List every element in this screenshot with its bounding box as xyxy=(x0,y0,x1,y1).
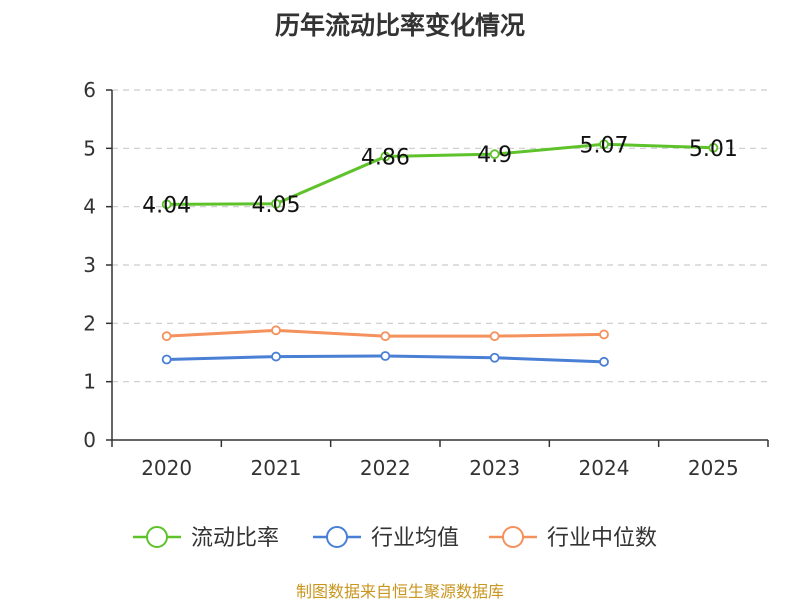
data-label: 4.9 xyxy=(477,143,512,168)
data-point xyxy=(271,351,281,362)
data-label: 4.04 xyxy=(142,193,191,218)
data-point xyxy=(599,329,609,340)
data-point xyxy=(708,142,719,153)
y-tick-label: 3 xyxy=(83,253,96,277)
data-label: 4.05 xyxy=(252,193,301,218)
data-point xyxy=(161,331,172,342)
source-note: 制图数据来自恒生聚源数据库 xyxy=(295,582,504,601)
x-tick-label: 2023 xyxy=(469,456,520,480)
y-tick-label: 4 xyxy=(83,195,96,219)
data-point xyxy=(380,351,391,361)
data-point xyxy=(599,139,609,150)
y-tick-label: 5 xyxy=(83,136,96,160)
data-label: 5.07 xyxy=(580,133,629,158)
legend-label: 流动比率 xyxy=(191,526,279,551)
x-tick-label: 2020 xyxy=(141,456,192,480)
data-point xyxy=(599,356,609,367)
y-tick-label: 6 xyxy=(83,78,96,102)
legend-marker xyxy=(146,526,168,548)
x-tick-label: 2024 xyxy=(579,456,630,480)
series-line xyxy=(166,142,714,206)
data-point xyxy=(489,149,500,160)
data-point xyxy=(161,354,172,365)
legend-marker xyxy=(502,526,524,548)
data-point xyxy=(271,198,281,209)
legend-label: 行业中位数 xyxy=(547,526,657,551)
x-tick-label: 2021 xyxy=(251,456,302,480)
x-tick-label: 2022 xyxy=(360,456,411,480)
y-tick-label: 2 xyxy=(83,311,96,335)
data-point xyxy=(271,325,281,336)
data-point xyxy=(161,199,172,210)
legend-label: 行业均值 xyxy=(371,526,459,551)
data-point xyxy=(489,331,500,342)
data-label: 4.86 xyxy=(361,146,410,171)
chart-title: 历年流动比率变化情况 xyxy=(274,11,525,40)
legend-marker xyxy=(326,526,348,548)
data-label: 5.01 xyxy=(689,137,738,162)
data-point xyxy=(380,331,391,342)
y-tick-label: 1 xyxy=(83,370,96,394)
y-tick-label: 0 xyxy=(83,428,96,452)
data-point xyxy=(380,151,391,162)
data-point xyxy=(489,352,500,363)
x-tick-label: 2025 xyxy=(688,456,739,480)
